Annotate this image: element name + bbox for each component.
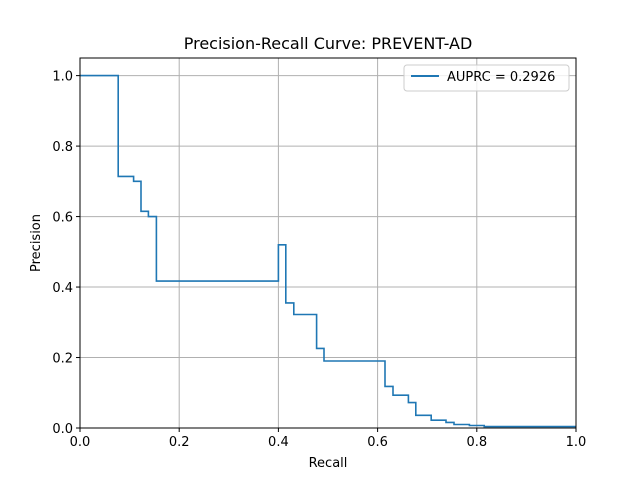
legend-label: AUPRC = 0.2926 [447, 70, 555, 85]
plot-frame [79, 57, 577, 429]
legend-box [403, 64, 570, 92]
x-tick-label: 0.8 [466, 435, 487, 450]
x-axis-label: Recall [309, 456, 348, 471]
x-axis-ticks: 0.0 0.2 0.4 0.6 0.8 1.0 [70, 428, 587, 450]
x-tick-label: 0.2 [169, 435, 190, 450]
y-tick-label: 0.0 [52, 422, 73, 437]
x-tick-label: 0.4 [268, 435, 289, 450]
pr-curve-line [80, 74, 576, 428]
y-tick-label: 0.4 [52, 281, 73, 296]
y-axis-ticks: 0.0 0.2 0.4 0.6 0.8 1.0 [52, 70, 80, 437]
y-tick-label: 0.2 [52, 352, 73, 367]
chart-title: Precision-Recall Curve: PREVENT-AD [184, 34, 473, 53]
legend: AUPRC = 0.2926 [403, 64, 570, 92]
y-tick-label: 1.0 [52, 70, 73, 85]
y-axis-label: Precision [29, 214, 44, 272]
grid-lines [79, 58, 577, 429]
x-tick-label: 0.0 [70, 435, 91, 450]
x-tick-label: 1.0 [566, 435, 587, 450]
series-curves [80, 74, 576, 428]
y-tick-label: 0.6 [52, 211, 73, 226]
x-tick-label: 0.6 [367, 435, 388, 450]
y-tick-label: 0.8 [52, 140, 73, 155]
